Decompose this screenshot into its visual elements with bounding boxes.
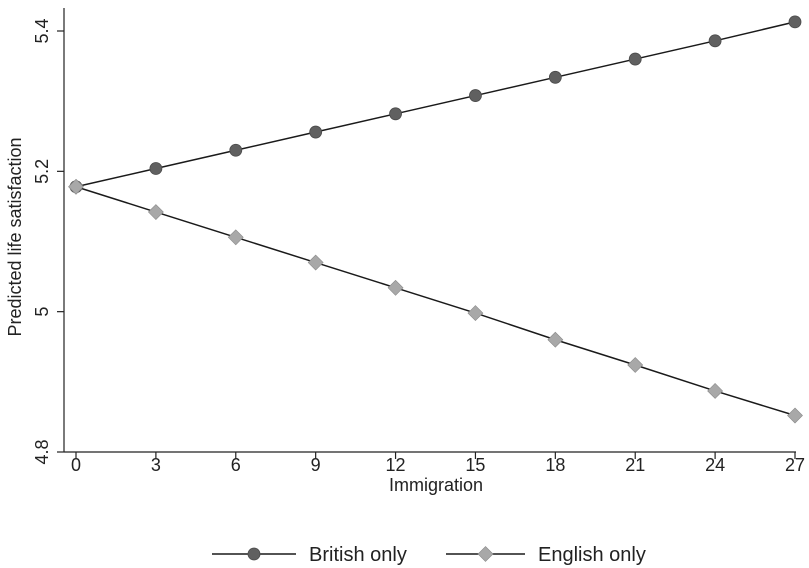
x-tick-label: 12 [386, 455, 406, 475]
axes [63, 8, 796, 453]
x-tick-label: 15 [465, 455, 485, 475]
y-tick-label: 5.4 [32, 18, 52, 43]
data-point [469, 89, 482, 102]
legend-label: British only [309, 544, 407, 566]
data-point [788, 15, 802, 29]
series-line [75, 21, 796, 188]
x-tick-label: 6 [231, 455, 241, 475]
data-point [309, 125, 323, 139]
y-tick-label: 4.8 [32, 439, 52, 464]
legend-marker [247, 547, 261, 561]
x-tick-label: 27 [785, 455, 805, 475]
data-point [227, 229, 244, 246]
data-point [229, 143, 243, 157]
series-british-only [69, 15, 802, 194]
x-tick-label: 3 [151, 455, 161, 475]
legend-marker [477, 546, 494, 562]
y-axis-label: Predicted life satisfaction [5, 137, 25, 336]
data-point [147, 204, 164, 220]
legend-item-british-only: British only [212, 544, 407, 566]
data-point [389, 107, 402, 121]
series-line [75, 186, 796, 417]
x-ticks: 0 3 6 9 12 15 18 21 24 27 [71, 452, 805, 475]
x-tick-label: 0 [71, 455, 81, 475]
y-tick-label: 5 [32, 307, 52, 317]
y-tick-label: 5.2 [32, 159, 52, 184]
data-point [628, 52, 642, 66]
data-point [68, 178, 84, 195]
data-point [149, 162, 163, 175]
data-point [627, 357, 644, 373]
data-point [787, 407, 803, 424]
data-point [467, 305, 484, 321]
series-english-only [68, 178, 803, 424]
legend: British only English only [212, 544, 646, 566]
x-tick-label: 9 [311, 455, 321, 475]
x-tick-label: 24 [705, 455, 725, 475]
x-tick-label: 18 [545, 455, 565, 475]
data-point [547, 331, 564, 348]
x-tick-label: 21 [625, 455, 645, 475]
data-point [387, 279, 404, 296]
legend-label: English only [538, 544, 646, 566]
data-point [708, 34, 722, 48]
x-axis-label: Immigration [389, 475, 483, 495]
series-layer [68, 15, 803, 424]
y-ticks: 4.8 5 5.2 5.4 [32, 18, 64, 465]
data-point [707, 383, 724, 399]
data-point [548, 70, 562, 84]
data-point [307, 254, 324, 271]
legend-item-english-only: English only [446, 544, 646, 566]
